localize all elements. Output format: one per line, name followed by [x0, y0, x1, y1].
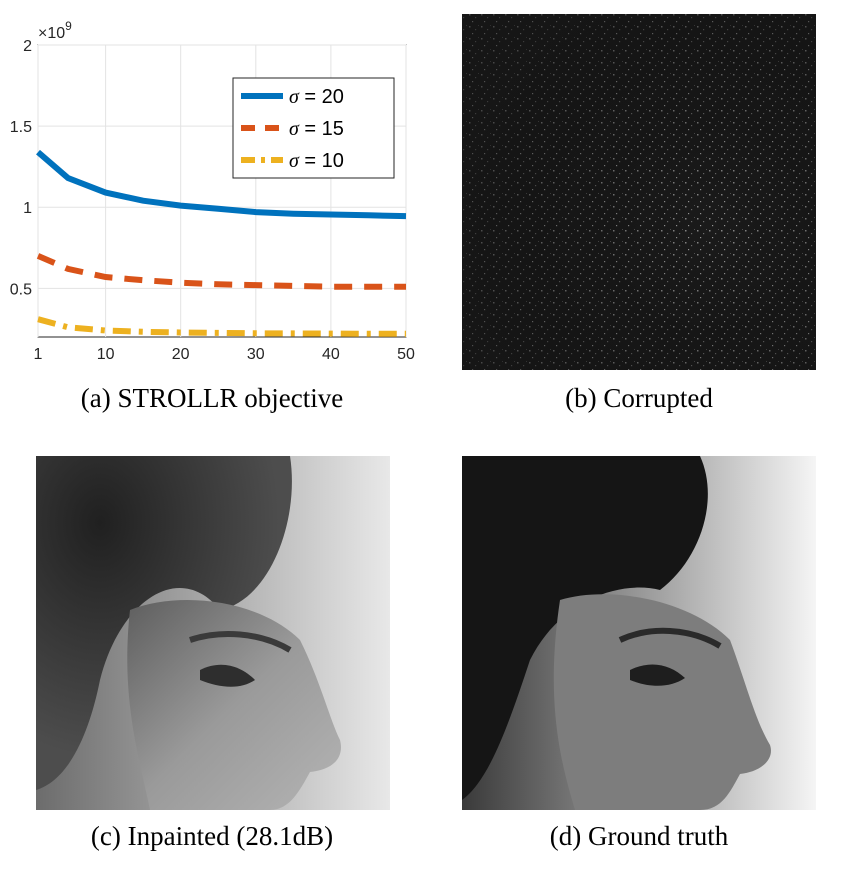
- caption-a: (a) STROLLR objective: [81, 383, 343, 413]
- legend: σ = 20 σ = 15 σ = 10: [232, 77, 395, 179]
- caption-c: (c) Inpainted (28.1dB): [91, 821, 333, 851]
- caption-b: (b) Corrupted: [565, 383, 713, 413]
- y-tick-label: 1: [23, 200, 32, 217]
- chart-panel: 1 10 20 30 40 500.511.52 ×109 σ = 20σ = 15σ =…: [10, 19, 415, 413]
- inpainted-image: [36, 456, 390, 810]
- x-tick-label: 10: [97, 346, 115, 363]
- legend-label-2: σ = 10: [289, 150, 344, 172]
- x-tick-label: 30: [247, 346, 265, 363]
- legend-label-0: σ = 20: [289, 86, 344, 108]
- y-tick-label: 1.5: [10, 119, 32, 136]
- x-tick-label: 1: [34, 346, 43, 363]
- x-tick-label: 40: [322, 346, 340, 363]
- legend-label-1: σ = 15: [289, 118, 344, 140]
- series-line-2: [37, 316, 406, 337]
- series-line-1: [36, 253, 406, 290]
- x-tick-label: 50: [397, 346, 415, 363]
- series: [36, 149, 407, 337]
- y-exponent-label: ×109: [38, 19, 72, 42]
- x-tick-label: 20: [172, 346, 190, 363]
- y-tick-label: 2: [23, 38, 32, 55]
- tick-labels: 1 10 20 30 40 50 0.5 1 1.5 2: [10, 38, 415, 363]
- corrupted-image: [462, 14, 816, 370]
- caption-d: (d) Ground truth: [550, 821, 729, 851]
- y-tick-label: 0.5: [10, 281, 32, 298]
- ground-truth-image: [462, 456, 816, 810]
- series-line-0: [36, 149, 407, 220]
